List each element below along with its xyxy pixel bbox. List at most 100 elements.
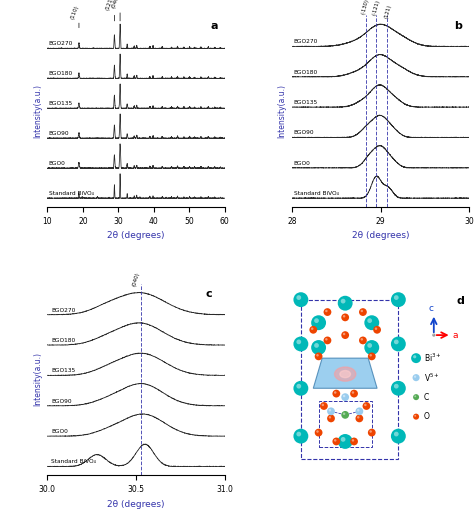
Circle shape (361, 338, 363, 340)
Circle shape (365, 315, 379, 330)
Circle shape (365, 340, 379, 355)
Text: BGO0: BGO0 (49, 161, 66, 166)
Circle shape (315, 353, 322, 360)
Ellipse shape (335, 367, 356, 381)
Circle shape (296, 339, 301, 344)
Circle shape (293, 337, 308, 352)
Text: a: a (452, 332, 458, 340)
Circle shape (391, 381, 406, 396)
Circle shape (296, 384, 301, 388)
Text: (040): (040) (132, 272, 140, 288)
Ellipse shape (340, 370, 350, 378)
Circle shape (324, 308, 331, 316)
Text: (-130): (-130) (360, 0, 369, 15)
Circle shape (341, 331, 349, 339)
Polygon shape (313, 358, 377, 388)
Circle shape (343, 315, 346, 317)
Text: BGO270: BGO270 (51, 308, 75, 313)
Text: BGO270: BGO270 (49, 41, 73, 47)
Circle shape (316, 354, 319, 357)
Circle shape (356, 407, 363, 415)
Circle shape (356, 414, 363, 422)
Circle shape (361, 310, 363, 312)
Circle shape (357, 409, 359, 411)
Circle shape (367, 343, 372, 348)
Circle shape (311, 328, 313, 330)
Circle shape (338, 296, 353, 311)
Circle shape (325, 310, 328, 312)
Circle shape (414, 396, 416, 397)
Text: BGO0: BGO0 (294, 161, 310, 166)
Text: a: a (210, 21, 218, 31)
Circle shape (341, 299, 346, 304)
Circle shape (412, 374, 419, 381)
Circle shape (391, 337, 406, 352)
Circle shape (359, 337, 367, 344)
Circle shape (414, 415, 416, 417)
Circle shape (316, 430, 319, 433)
Text: Standard BiVO₄: Standard BiVO₄ (51, 459, 96, 464)
Text: d: d (456, 296, 464, 306)
Circle shape (343, 412, 346, 415)
Circle shape (310, 326, 317, 334)
Circle shape (325, 338, 328, 340)
X-axis label: 2θ (degrees): 2θ (degrees) (107, 500, 165, 508)
Text: BGO90: BGO90 (294, 130, 314, 135)
Circle shape (314, 343, 319, 348)
Circle shape (296, 432, 301, 436)
Circle shape (359, 308, 367, 316)
Circle shape (328, 416, 331, 419)
Circle shape (369, 354, 372, 357)
Circle shape (338, 434, 353, 449)
Text: (121): (121) (105, 0, 115, 11)
Circle shape (391, 292, 406, 307)
Circle shape (363, 402, 370, 410)
Circle shape (341, 437, 346, 442)
Circle shape (369, 430, 372, 433)
Circle shape (394, 339, 399, 344)
Circle shape (327, 407, 335, 415)
Circle shape (352, 391, 354, 394)
Text: C: C (424, 392, 429, 402)
Text: Standard BiVO₄: Standard BiVO₄ (294, 191, 338, 196)
Circle shape (413, 355, 416, 358)
Circle shape (433, 334, 434, 335)
Circle shape (341, 393, 349, 401)
Circle shape (334, 391, 337, 394)
Circle shape (394, 295, 399, 300)
Circle shape (334, 439, 337, 442)
Circle shape (324, 337, 331, 344)
Y-axis label: Intensity(a.u.): Intensity(a.u.) (33, 84, 42, 138)
Circle shape (391, 429, 406, 444)
Text: BGO180: BGO180 (49, 72, 73, 77)
Circle shape (293, 292, 308, 307)
Circle shape (315, 429, 322, 436)
Circle shape (327, 414, 335, 422)
Circle shape (352, 439, 354, 442)
Circle shape (332, 390, 340, 398)
Circle shape (357, 416, 359, 419)
Text: c: c (428, 304, 434, 313)
Circle shape (414, 376, 416, 378)
Text: O: O (424, 412, 429, 421)
Circle shape (311, 315, 326, 330)
Text: BGO90: BGO90 (51, 399, 72, 404)
X-axis label: 2θ (degrees): 2θ (degrees) (352, 231, 410, 240)
Circle shape (413, 413, 419, 420)
Circle shape (341, 411, 349, 419)
Circle shape (314, 318, 319, 323)
Text: BGO0: BGO0 (51, 429, 68, 434)
Circle shape (311, 340, 326, 355)
Circle shape (368, 353, 376, 360)
Circle shape (375, 328, 377, 330)
Circle shape (394, 432, 399, 436)
Text: (040): (040) (110, 0, 120, 9)
Circle shape (367, 318, 372, 323)
Circle shape (432, 334, 436, 337)
Text: Bi$^{3+}$: Bi$^{3+}$ (424, 352, 441, 364)
Circle shape (373, 326, 381, 334)
Text: (-121): (-121) (372, 0, 381, 16)
Text: c: c (206, 289, 212, 299)
Circle shape (296, 295, 301, 300)
Y-axis label: Intensity(a.u.): Intensity(a.u.) (277, 84, 286, 138)
